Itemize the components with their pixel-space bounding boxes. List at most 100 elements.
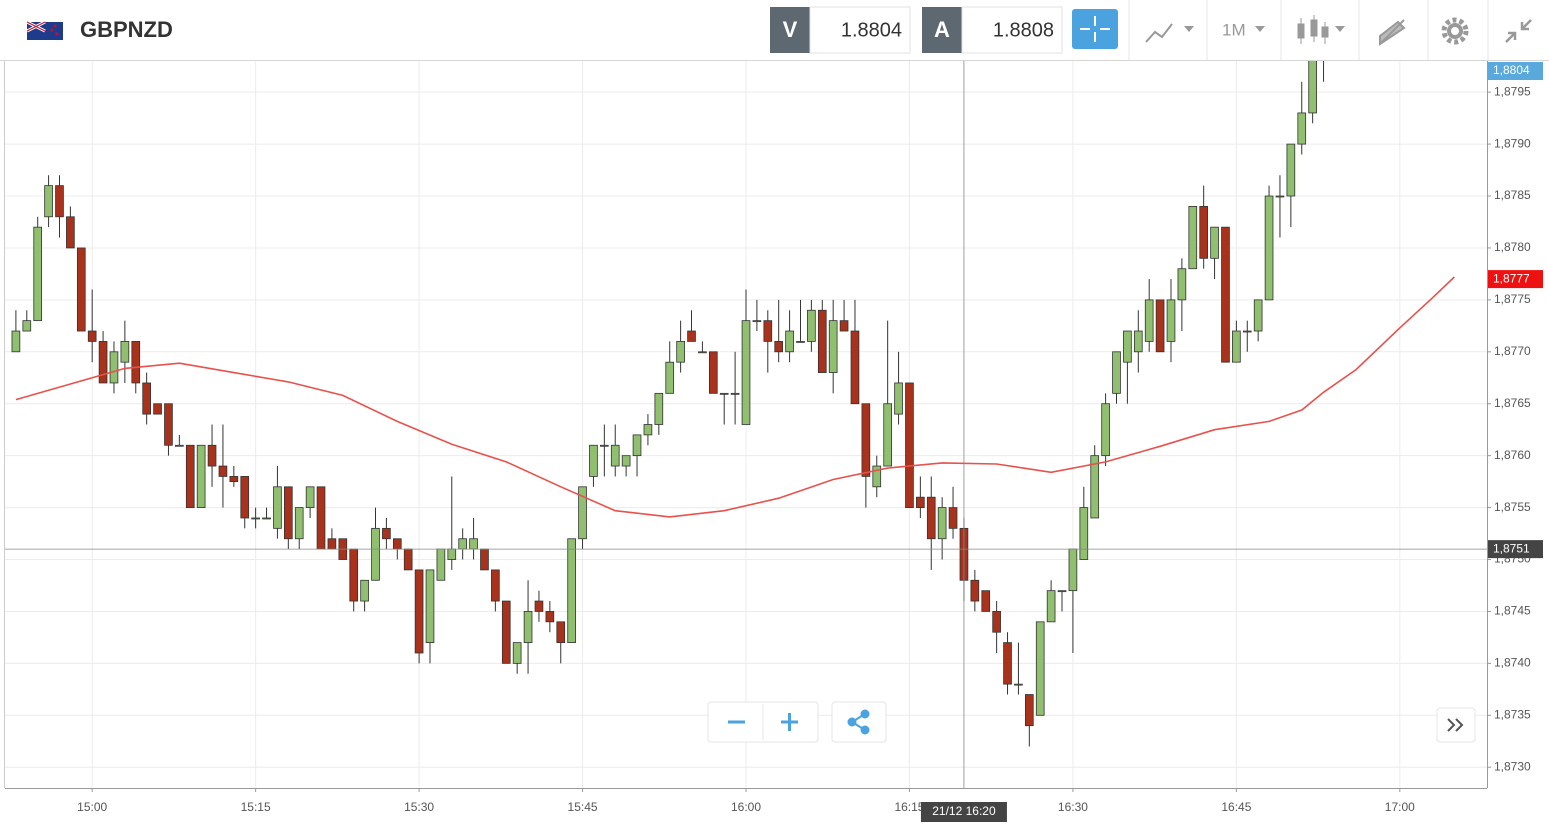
share-button[interactable] xyxy=(831,701,887,743)
candle-body xyxy=(828,320,838,373)
crosshair-x-tag xyxy=(920,802,1007,822)
candle-body xyxy=(1199,205,1208,259)
candle-body xyxy=(251,517,260,520)
candle-body xyxy=(207,444,217,467)
candle-body xyxy=(567,538,576,643)
candle-body xyxy=(730,392,740,395)
candle-body xyxy=(218,465,228,477)
candle-body xyxy=(109,351,119,384)
candle-body xyxy=(970,579,980,602)
candle-body xyxy=(403,548,413,571)
candle-body xyxy=(131,341,141,384)
draw-tool-button[interactable] xyxy=(1379,19,1406,46)
y-tick-label: 1,8740 xyxy=(1494,656,1531,670)
candle-body xyxy=(501,600,511,664)
candle-body xyxy=(1177,268,1187,301)
candle-body xyxy=(763,320,773,342)
candle-body xyxy=(1144,299,1154,342)
chart-type-button[interactable] xyxy=(1145,23,1194,43)
candle-body xyxy=(687,330,696,342)
candle-body xyxy=(1035,621,1045,716)
price-tag xyxy=(1488,62,1543,80)
candle-body xyxy=(142,382,151,415)
candle-body xyxy=(948,507,958,529)
scroll-right-button[interactable] xyxy=(1436,707,1476,743)
sell-button[interactable] xyxy=(770,7,810,53)
timeframe[interactable]: 1M xyxy=(1222,20,1246,39)
candle-body xyxy=(1275,195,1285,198)
candle-body xyxy=(22,320,32,332)
crosshair-button[interactable] xyxy=(1072,9,1118,49)
candle-body xyxy=(1286,143,1296,197)
price-tag-label: 1,8777 xyxy=(1493,271,1530,285)
candle-body xyxy=(1090,455,1100,519)
candle-body xyxy=(1003,642,1012,685)
x-tick-label: 16:00 xyxy=(731,800,761,814)
x-tick-label: 15:45 xyxy=(568,800,598,814)
candle-style-button[interactable] xyxy=(1297,15,1345,44)
candle-body xyxy=(1101,403,1110,457)
candle-body xyxy=(294,507,304,540)
moving-average xyxy=(15,276,1455,518)
candle-body xyxy=(916,496,925,508)
candle-body xyxy=(316,486,326,550)
candle-body xyxy=(458,538,467,550)
axes: 1,87301,87351,87401,87451,87501,87551,87… xyxy=(77,62,1543,822)
candle-body xyxy=(447,548,457,560)
candle-body xyxy=(708,351,718,394)
candle-body xyxy=(491,569,500,602)
candle-body xyxy=(512,642,522,664)
candle-body xyxy=(883,403,892,467)
candle-body xyxy=(937,507,947,540)
candle-body xyxy=(55,185,64,218)
buy-button[interactable] xyxy=(922,7,962,53)
candle-body xyxy=(349,548,359,602)
x-tick-label: 15:00 xyxy=(77,800,107,814)
y-tick-label: 1,8790 xyxy=(1494,136,1531,150)
candle-body xyxy=(676,341,685,363)
candle-body xyxy=(741,320,751,425)
candle-body xyxy=(66,216,75,249)
candle-body xyxy=(436,548,446,581)
candle-body xyxy=(240,476,250,519)
candle-body xyxy=(1133,330,1143,353)
candle-body xyxy=(164,403,173,446)
sell-price-box[interactable] xyxy=(809,6,911,54)
candle-body xyxy=(284,486,293,540)
candle-body xyxy=(1123,330,1132,363)
candle-body xyxy=(839,320,849,332)
candle-body xyxy=(44,185,53,218)
y-tick-label: 1,8735 xyxy=(1494,707,1531,721)
y-tick-label: 1,8770 xyxy=(1494,344,1531,358)
candle-body xyxy=(185,444,195,508)
x-tick-label: 16:45 xyxy=(1221,800,1251,814)
crosshair-y-label: 1,8751 xyxy=(1493,541,1530,555)
crosshair-y-tag xyxy=(1488,540,1543,559)
zoom-in[interactable] xyxy=(781,713,798,731)
price-tag xyxy=(1488,270,1543,289)
candle-body xyxy=(785,330,794,353)
candle-body xyxy=(545,611,555,623)
candle-body xyxy=(1308,61,1317,114)
candle-body xyxy=(905,382,914,508)
candle-body xyxy=(382,527,391,540)
candle-body xyxy=(480,548,489,571)
candle-body xyxy=(523,611,533,644)
x-tick-label: 15:15 xyxy=(241,800,271,814)
y-tick-label: 1,8795 xyxy=(1494,84,1531,98)
settings-button[interactable] xyxy=(1441,17,1469,45)
candle-body xyxy=(1155,299,1165,353)
candle-body xyxy=(360,579,369,602)
candle-body xyxy=(1166,299,1176,342)
timeframe-arrow xyxy=(1255,26,1265,32)
collapse-button[interactable] xyxy=(1505,19,1532,43)
candle-body xyxy=(621,455,631,467)
candle-body xyxy=(556,621,566,643)
sell-price: 1.8804 xyxy=(841,19,902,41)
candle-body xyxy=(807,309,816,342)
candle-body xyxy=(120,341,130,363)
buy-price-box[interactable] xyxy=(961,6,1063,54)
plot-area xyxy=(5,61,1487,788)
crosshair-x-label: 21/12 16:20 xyxy=(932,804,996,818)
